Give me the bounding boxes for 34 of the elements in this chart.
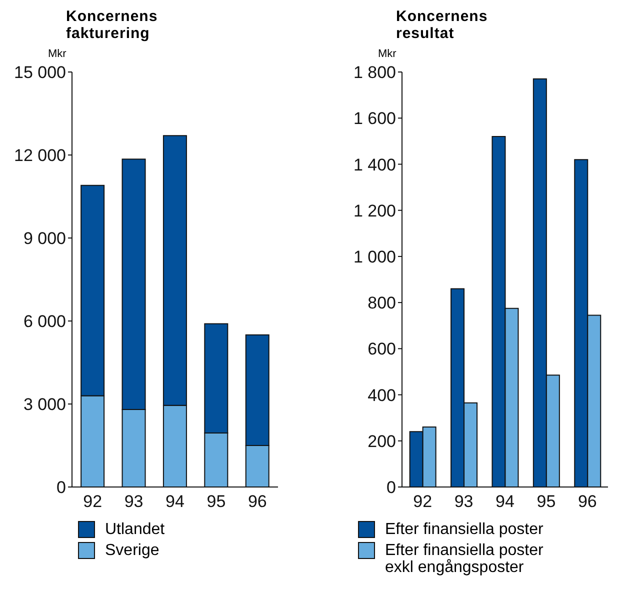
- y-tick-label: 400: [368, 386, 396, 405]
- legend-label: Sverige: [105, 542, 160, 559]
- y-tick-label: 200: [368, 432, 396, 451]
- x-tick-label: 94: [166, 492, 184, 512]
- y-tick-label: 0: [386, 478, 396, 498]
- y-tick-label: 15 000: [14, 63, 66, 82]
- chart-title: Koncernens resultat: [396, 8, 489, 44]
- y-tick-label: 3 000: [23, 395, 66, 414]
- x-tick-label: 96: [248, 492, 267, 512]
- x-tick-label: 95: [536, 492, 556, 512]
- x-tick-label: 93: [124, 492, 144, 512]
- y-tick-label: 12 000: [14, 146, 66, 166]
- y-tick-label: 6 000: [23, 312, 66, 332]
- x-tick-label: 94: [496, 492, 514, 512]
- y-tick-label: 1 200: [353, 201, 396, 220]
- y-tick-label: 1 000: [353, 247, 396, 266]
- x-tick-label: 92: [83, 492, 102, 512]
- chart-title: Koncernens fakturering: [66, 8, 159, 44]
- y-tick-label: 9 000: [23, 229, 66, 248]
- legend-label: Utlandet: [105, 521, 165, 538]
- y-axis-title: Mkr: [378, 48, 398, 62]
- y-tick-label: 1 400: [353, 155, 396, 174]
- legend-label: Efter finansiella poster: [385, 521, 544, 538]
- x-tick-label: 93: [454, 492, 474, 512]
- x-tick-label: 92: [413, 492, 432, 512]
- x-tick-label: 95: [206, 492, 226, 512]
- y-tick-label: 0: [56, 478, 66, 498]
- y-tick-label: 1 800: [353, 63, 396, 82]
- y-tick-label: 800: [368, 294, 396, 313]
- y-tick-label: 1 600: [353, 109, 396, 128]
- x-tick-label: 96: [578, 492, 597, 512]
- y-tick-label: 600: [368, 340, 396, 359]
- y-axis-title: Mkr: [48, 48, 68, 62]
- legend-label: Efter finansiella poster exkl engångsposter: [385, 542, 544, 576]
